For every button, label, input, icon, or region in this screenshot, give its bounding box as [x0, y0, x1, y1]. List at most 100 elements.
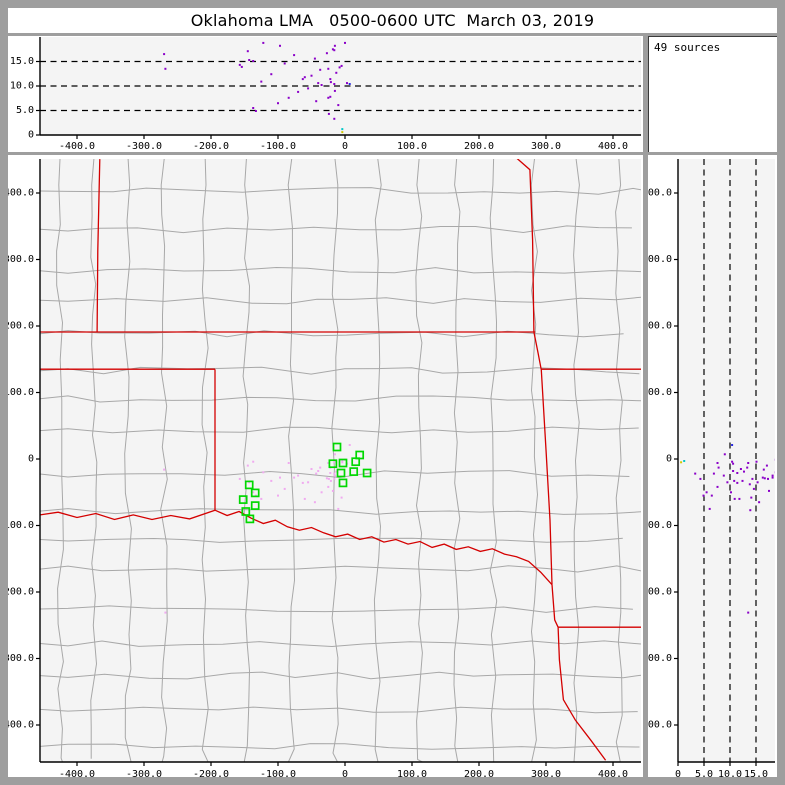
county-boundary-line [40, 706, 638, 714]
county-boundary-line [40, 640, 641, 648]
source-point [716, 462, 719, 464]
y-tick-label: 0 [28, 454, 34, 465]
source-point-plan [337, 507, 340, 510]
source-point-plan [320, 491, 323, 494]
source-point [763, 477, 766, 480]
county-boundary-line [56, 159, 64, 762]
source-point [254, 110, 257, 112]
source-point [739, 468, 742, 470]
source-point-plan [277, 494, 279, 497]
source-point-plan [325, 477, 328, 480]
source-point [348, 83, 351, 85]
map-layers [40, 159, 641, 762]
source-point-plan [315, 472, 318, 475]
county-boundary-line [40, 187, 641, 195]
source-point-plan [340, 496, 343, 499]
source-point-plan [252, 491, 255, 494]
source-point-plan [333, 453, 336, 456]
source-point [774, 458, 775, 461]
county-boundary-line [124, 159, 132, 762]
source-point [301, 78, 304, 81]
source-point [755, 460, 758, 463]
source-point [736, 472, 739, 474]
source-point [277, 102, 279, 105]
source-point [762, 468, 765, 471]
source-point [699, 477, 702, 480]
ew-altitude-plot: -400.0 -300.0 -200.0 -100.0 0 100.0 200.0 300.0… [10, 37, 641, 152]
county-boundary-line [40, 296, 641, 305]
source-point [761, 476, 764, 479]
source-point [694, 472, 697, 475]
county-boundary-line [40, 743, 640, 750]
page-title: Oklahoma LMA 0500-0600 UTC March 03, 201… [190, 11, 595, 30]
source-point-plan [287, 462, 290, 464]
station-marker [250, 488, 260, 498]
state-border-line [557, 627, 607, 761]
county-boundary-line [415, 159, 423, 762]
county-boundary-line [489, 159, 498, 762]
y-tick-label: -200.0 [8, 587, 34, 598]
source-point [751, 477, 754, 480]
source-point [307, 87, 310, 90]
source-point-plan [335, 470, 338, 473]
source-point-plan [327, 485, 330, 488]
source-point [331, 48, 334, 51]
source-point-plan [301, 481, 304, 484]
y-tick-label: 200.0 [8, 321, 34, 332]
source-point [252, 60, 255, 62]
source-point-plan [327, 462, 330, 464]
x-tick-label: 200.0 [464, 769, 494, 777]
source-point [767, 477, 769, 480]
county-boundary-line [615, 159, 623, 762]
source-point [736, 481, 739, 484]
state-border-line [96, 159, 101, 333]
source-point [327, 96, 330, 99]
source-point [758, 501, 761, 504]
sources-count-panel: 49 sources [648, 36, 777, 152]
y-tick-label: 200.0 [648, 321, 672, 332]
source-point [732, 462, 735, 465]
source-point-plan [329, 479, 332, 482]
source-point [756, 481, 759, 484]
source-point [164, 67, 167, 70]
source-point [240, 65, 243, 68]
county-boundary-line [40, 426, 639, 434]
y-tick-label: 300.0 [648, 254, 672, 265]
y-tick-label: -300.0 [648, 653, 672, 664]
source-point [327, 67, 330, 70]
source-point [238, 63, 241, 66]
x-tick-label: -100.0 [260, 769, 296, 777]
station-marker [362, 468, 372, 478]
source-point-plan [329, 472, 332, 474]
source-point [731, 460, 734, 463]
county-boundary-line [160, 159, 168, 762]
station-marker [250, 501, 260, 510]
y-tick-label: -400.0 [8, 720, 34, 731]
source-point [726, 481, 729, 484]
source-point [747, 462, 750, 464]
y-tick-label: 0 [666, 454, 672, 465]
station-marker [244, 480, 254, 490]
source-point [319, 68, 322, 71]
source-point-plan [307, 481, 310, 484]
source-point [705, 491, 708, 494]
county-boundary-line [40, 565, 641, 573]
plot-background [40, 37, 641, 135]
source-point [320, 84, 323, 86]
source-point-plan [248, 481, 251, 484]
station-marker [245, 514, 255, 524]
y-tick-label: 5.0 [16, 105, 34, 116]
county-boundary-line [40, 537, 623, 543]
source-point-plan [293, 476, 296, 479]
source-point [327, 112, 330, 115]
source-point [733, 497, 736, 500]
station-marker [336, 468, 346, 478]
source-point [297, 90, 300, 93]
source-point [712, 472, 715, 475]
x-tick-label: 0 [675, 769, 681, 777]
source-point [732, 470, 735, 472]
source-point [710, 494, 713, 497]
source-point [248, 59, 251, 61]
source-point-plan [270, 479, 273, 482]
x-tick-label: 0 [342, 141, 348, 152]
